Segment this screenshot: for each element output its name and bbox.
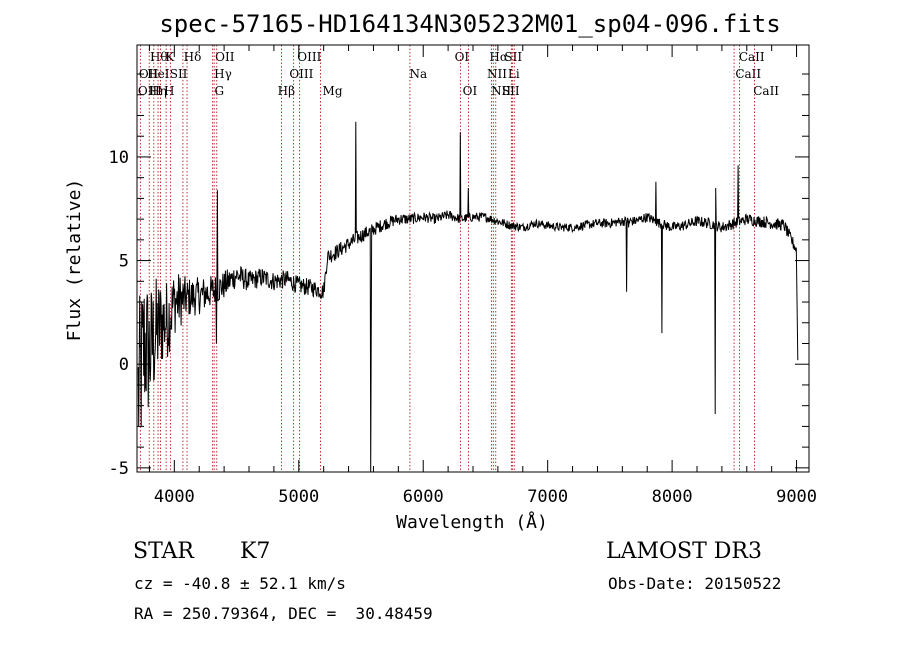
line-marker-label: OIII [297,50,321,64]
y-axis-label: Flux (relative) [64,179,85,342]
line-marker-label: OI [463,84,478,98]
line-marker-label: HeI [147,67,170,81]
line-marker-label: Hα [489,50,508,64]
line-marker-label: Na [410,67,428,81]
line-marker-label: Mg [323,84,343,98]
line-marker-label: CaII [739,50,765,64]
line-marker-label: Hβ [278,84,295,98]
x-tick-label: 5000 [278,487,319,507]
x-tick-label: 8000 [652,487,693,507]
line-marker-label: NII [487,67,507,81]
x-tick-label: 9000 [776,487,817,507]
line-marker-label: OI [455,50,470,64]
line-marker-label: Hθ [150,50,168,64]
y-tick-label: 10 [109,148,129,168]
line-marker-label: SII [170,67,188,81]
x-tick-label: 4000 [154,487,195,507]
line-marker-label: G [215,84,225,98]
y-tick-label: 5 [119,252,129,272]
survey-name: LAMOST DR3 [606,539,762,564]
x-axis-label: Wavelength (Å) [396,511,548,533]
flux-series [137,121,799,473]
line-marker-label: CaII [735,67,761,81]
x-tick-label: 7000 [527,487,568,507]
flux-line [137,121,799,473]
y-tick-label: 0 [119,355,129,375]
line-marker-label: Hδ [184,50,202,64]
object-class: STAR [133,539,194,564]
line-marker-label: Hγ [214,67,232,81]
line-marker-label: NII [491,84,511,98]
x-tick-label: 6000 [403,487,444,507]
line-marker-label: SII [504,50,522,64]
line-marker-label: Hη [149,84,167,98]
observation-date: Obs-Date: 20150522 [608,574,782,593]
y-tick-label: -5 [109,459,129,479]
line-marker-label: OII [215,50,235,64]
coordinates-readout: RA = 250.79364, DEC = 30.48459 [134,604,433,623]
line-marker-label: H [164,84,174,98]
line-marker-label: SII [502,84,520,98]
object-subclass: K7 [240,539,271,564]
line-marker-label: OIII [289,67,313,81]
y-axis-ticks: -5 0 5 10 [109,73,809,479]
line-marker-label: CaII [753,84,779,98]
redshift-readout: cz = -40.8 ± 52.1 km/s [134,574,346,593]
plot-frame [136,44,810,473]
x-axis-ticks: 4000 5000 6000 7000 8000 9000 [148,45,817,507]
chart-title: spec-57165-HD164134N305232M01_sp04-096.f… [159,10,780,38]
